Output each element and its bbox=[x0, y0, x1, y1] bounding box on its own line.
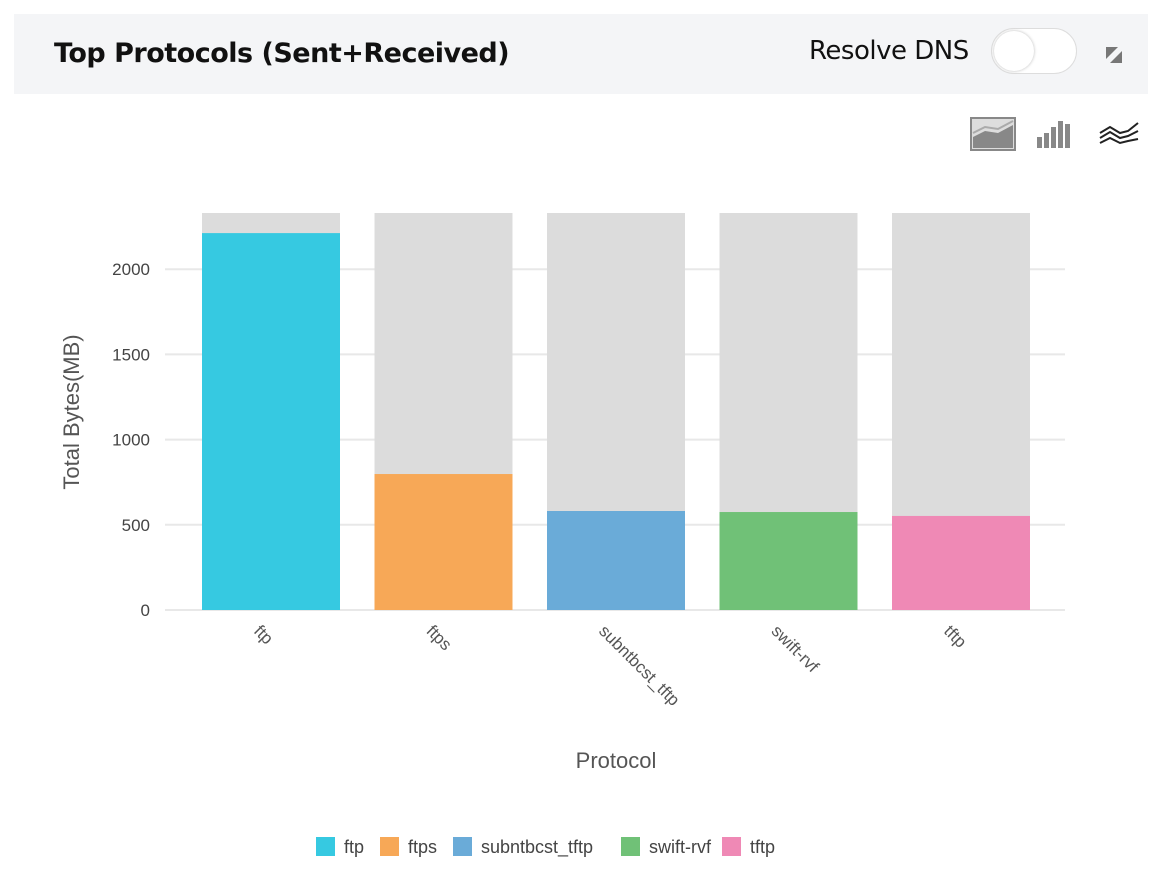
resolve-dns-toggle[interactable] bbox=[991, 28, 1077, 74]
x-tick-label: subntbcst_tftp bbox=[595, 621, 683, 709]
panel-title: Top Protocols (Sent+Received) bbox=[54, 38, 510, 69]
resolve-dns-label: Resolve DNS bbox=[809, 36, 969, 66]
legend-swatch bbox=[380, 837, 399, 856]
y-tick-label: 500 bbox=[122, 516, 150, 535]
bar-background bbox=[374, 213, 513, 610]
bar-tftp bbox=[892, 515, 1030, 610]
legend-swatch bbox=[722, 837, 741, 856]
legend-swatch bbox=[453, 837, 472, 856]
x-tick-label: tftp bbox=[940, 621, 970, 651]
legend-item-ftp: ftp bbox=[344, 837, 364, 857]
area-chart-icon[interactable] bbox=[970, 117, 1016, 151]
y-tick-label: 1500 bbox=[112, 345, 150, 364]
bar-background bbox=[202, 213, 340, 610]
bar-background bbox=[547, 213, 685, 610]
y-tick-label: 2000 bbox=[112, 260, 150, 279]
legend-swatch bbox=[316, 837, 335, 856]
legend-item-ftps: ftps bbox=[408, 837, 437, 857]
line-chart-icon[interactable] bbox=[1098, 117, 1142, 151]
legend-item-swift-rvf: swift-rvf bbox=[649, 837, 712, 857]
legend-swatch bbox=[621, 837, 640, 856]
toggle-knob bbox=[994, 31, 1034, 71]
bar-swift-rvf bbox=[719, 512, 858, 610]
bar-ftp bbox=[202, 233, 340, 610]
bar-subntbcst_tftp bbox=[547, 511, 685, 610]
expand-icon[interactable] bbox=[1104, 45, 1124, 65]
x-tick-label: ftp bbox=[250, 621, 277, 648]
panel-header: Top Protocols (Sent+Received) Resolve DN… bbox=[14, 14, 1148, 94]
x-tick-label: ftps bbox=[423, 621, 456, 654]
legend-item-subntbcst_tftp: subntbcst_tftp bbox=[481, 837, 593, 858]
x-axis-title: Protocol bbox=[576, 748, 657, 773]
y-tick-label: 1000 bbox=[112, 431, 150, 450]
bar-background bbox=[719, 213, 858, 610]
legend-item-tftp: tftp bbox=[750, 837, 775, 857]
y-axis-title: Total Bytes(MB) bbox=[59, 334, 84, 489]
bar-chart-icon[interactable] bbox=[1036, 117, 1076, 151]
bar-ftps bbox=[374, 474, 513, 610]
x-tick-label: swift-rvf bbox=[768, 621, 823, 676]
bar-background bbox=[892, 213, 1030, 610]
y-tick-label: 0 bbox=[141, 601, 150, 620]
